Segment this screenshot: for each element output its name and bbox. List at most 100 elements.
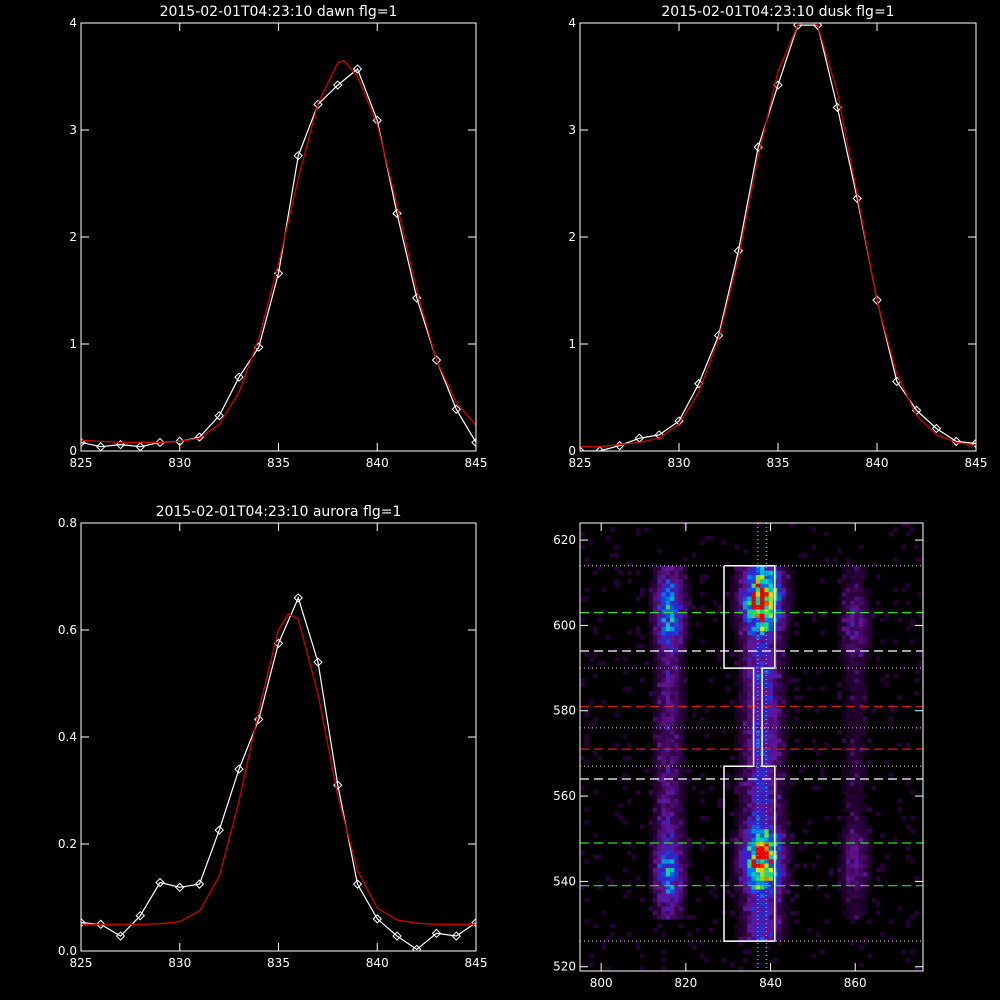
pixel [635,630,641,636]
pixel [657,772,662,778]
pixel [841,772,847,778]
pixel [747,721,752,726]
pixel [652,583,658,588]
pixel [665,604,671,610]
pixel [867,889,872,894]
pixel [854,785,859,791]
pixel [751,768,757,774]
pixel [845,807,851,812]
pixel [768,897,774,903]
pixel [862,639,868,644]
pixel [768,876,774,881]
pixel [738,755,744,761]
pixel [845,626,851,631]
pixel [610,527,615,532]
pixel [734,859,739,864]
pixel [734,927,739,933]
pixel [657,846,662,851]
pixel [781,579,787,584]
pixel [785,850,791,855]
pixel [738,678,744,683]
pixel [850,643,855,649]
pixel [845,579,851,584]
pixel [751,889,757,894]
pixel [768,824,774,830]
y-tick-label: 0 [568,444,576,458]
x-tick-label: 835 [267,956,290,970]
pixel [862,669,868,675]
pixel [850,579,855,584]
pixel [845,815,851,821]
pixel [700,798,705,804]
pixel [777,609,782,614]
x-tick-label: 830 [668,456,691,470]
plot-area [81,593,476,951]
pixel [751,647,757,653]
pixel [837,613,842,619]
pixel [584,557,589,563]
pixel [764,673,769,679]
pixel [760,927,765,933]
pixel [678,652,684,657]
pixel [657,815,662,821]
pixel [665,915,671,920]
pixel [742,794,748,799]
pixel [862,846,868,851]
pixel [777,876,782,881]
pixel [768,846,774,851]
pixel [820,768,825,774]
pixel [678,591,684,597]
pixel [862,859,868,864]
pixel [734,635,739,640]
pixel [858,647,864,653]
data-point [254,714,264,725]
pixel [635,531,641,537]
pixel [747,639,752,644]
pixel [738,966,744,971]
pixel [764,699,769,705]
pixel [682,781,688,787]
pixel [652,699,658,705]
pixel [777,889,782,894]
pixel [777,768,782,774]
pixel [734,742,739,748]
pixel [785,699,791,705]
pixel [738,794,744,799]
pixel [708,927,714,933]
y-tick-label: 0.4 [58,730,77,744]
pixel [648,630,654,636]
pixel [760,622,765,627]
pixel [678,811,684,817]
pixel [764,742,769,748]
pixel [734,609,739,614]
pixel [841,566,847,571]
pixel [755,639,761,644]
pixel [687,880,692,886]
pixel [730,622,735,627]
pixel [682,824,688,830]
pixel [674,604,679,610]
pixel [742,583,748,588]
y-tick-label: 540 [553,874,576,888]
pixel [768,837,774,843]
pixel [657,622,662,627]
pixel [742,609,748,614]
pixel [858,850,864,855]
pixel [862,884,868,890]
pixel [785,772,791,778]
pixel [837,682,842,687]
pixel [700,837,705,843]
pixel [862,716,868,722]
pixel [700,604,705,610]
pixel [777,613,782,619]
pixel [648,828,654,834]
pixel [837,609,842,614]
pixel [665,600,671,606]
x-tick-label: 825 [569,456,592,470]
pixel [862,906,868,911]
pixel [785,876,791,881]
pixel [871,859,877,864]
pixel [777,841,782,847]
pixel [627,880,632,886]
pixel [742,579,748,584]
